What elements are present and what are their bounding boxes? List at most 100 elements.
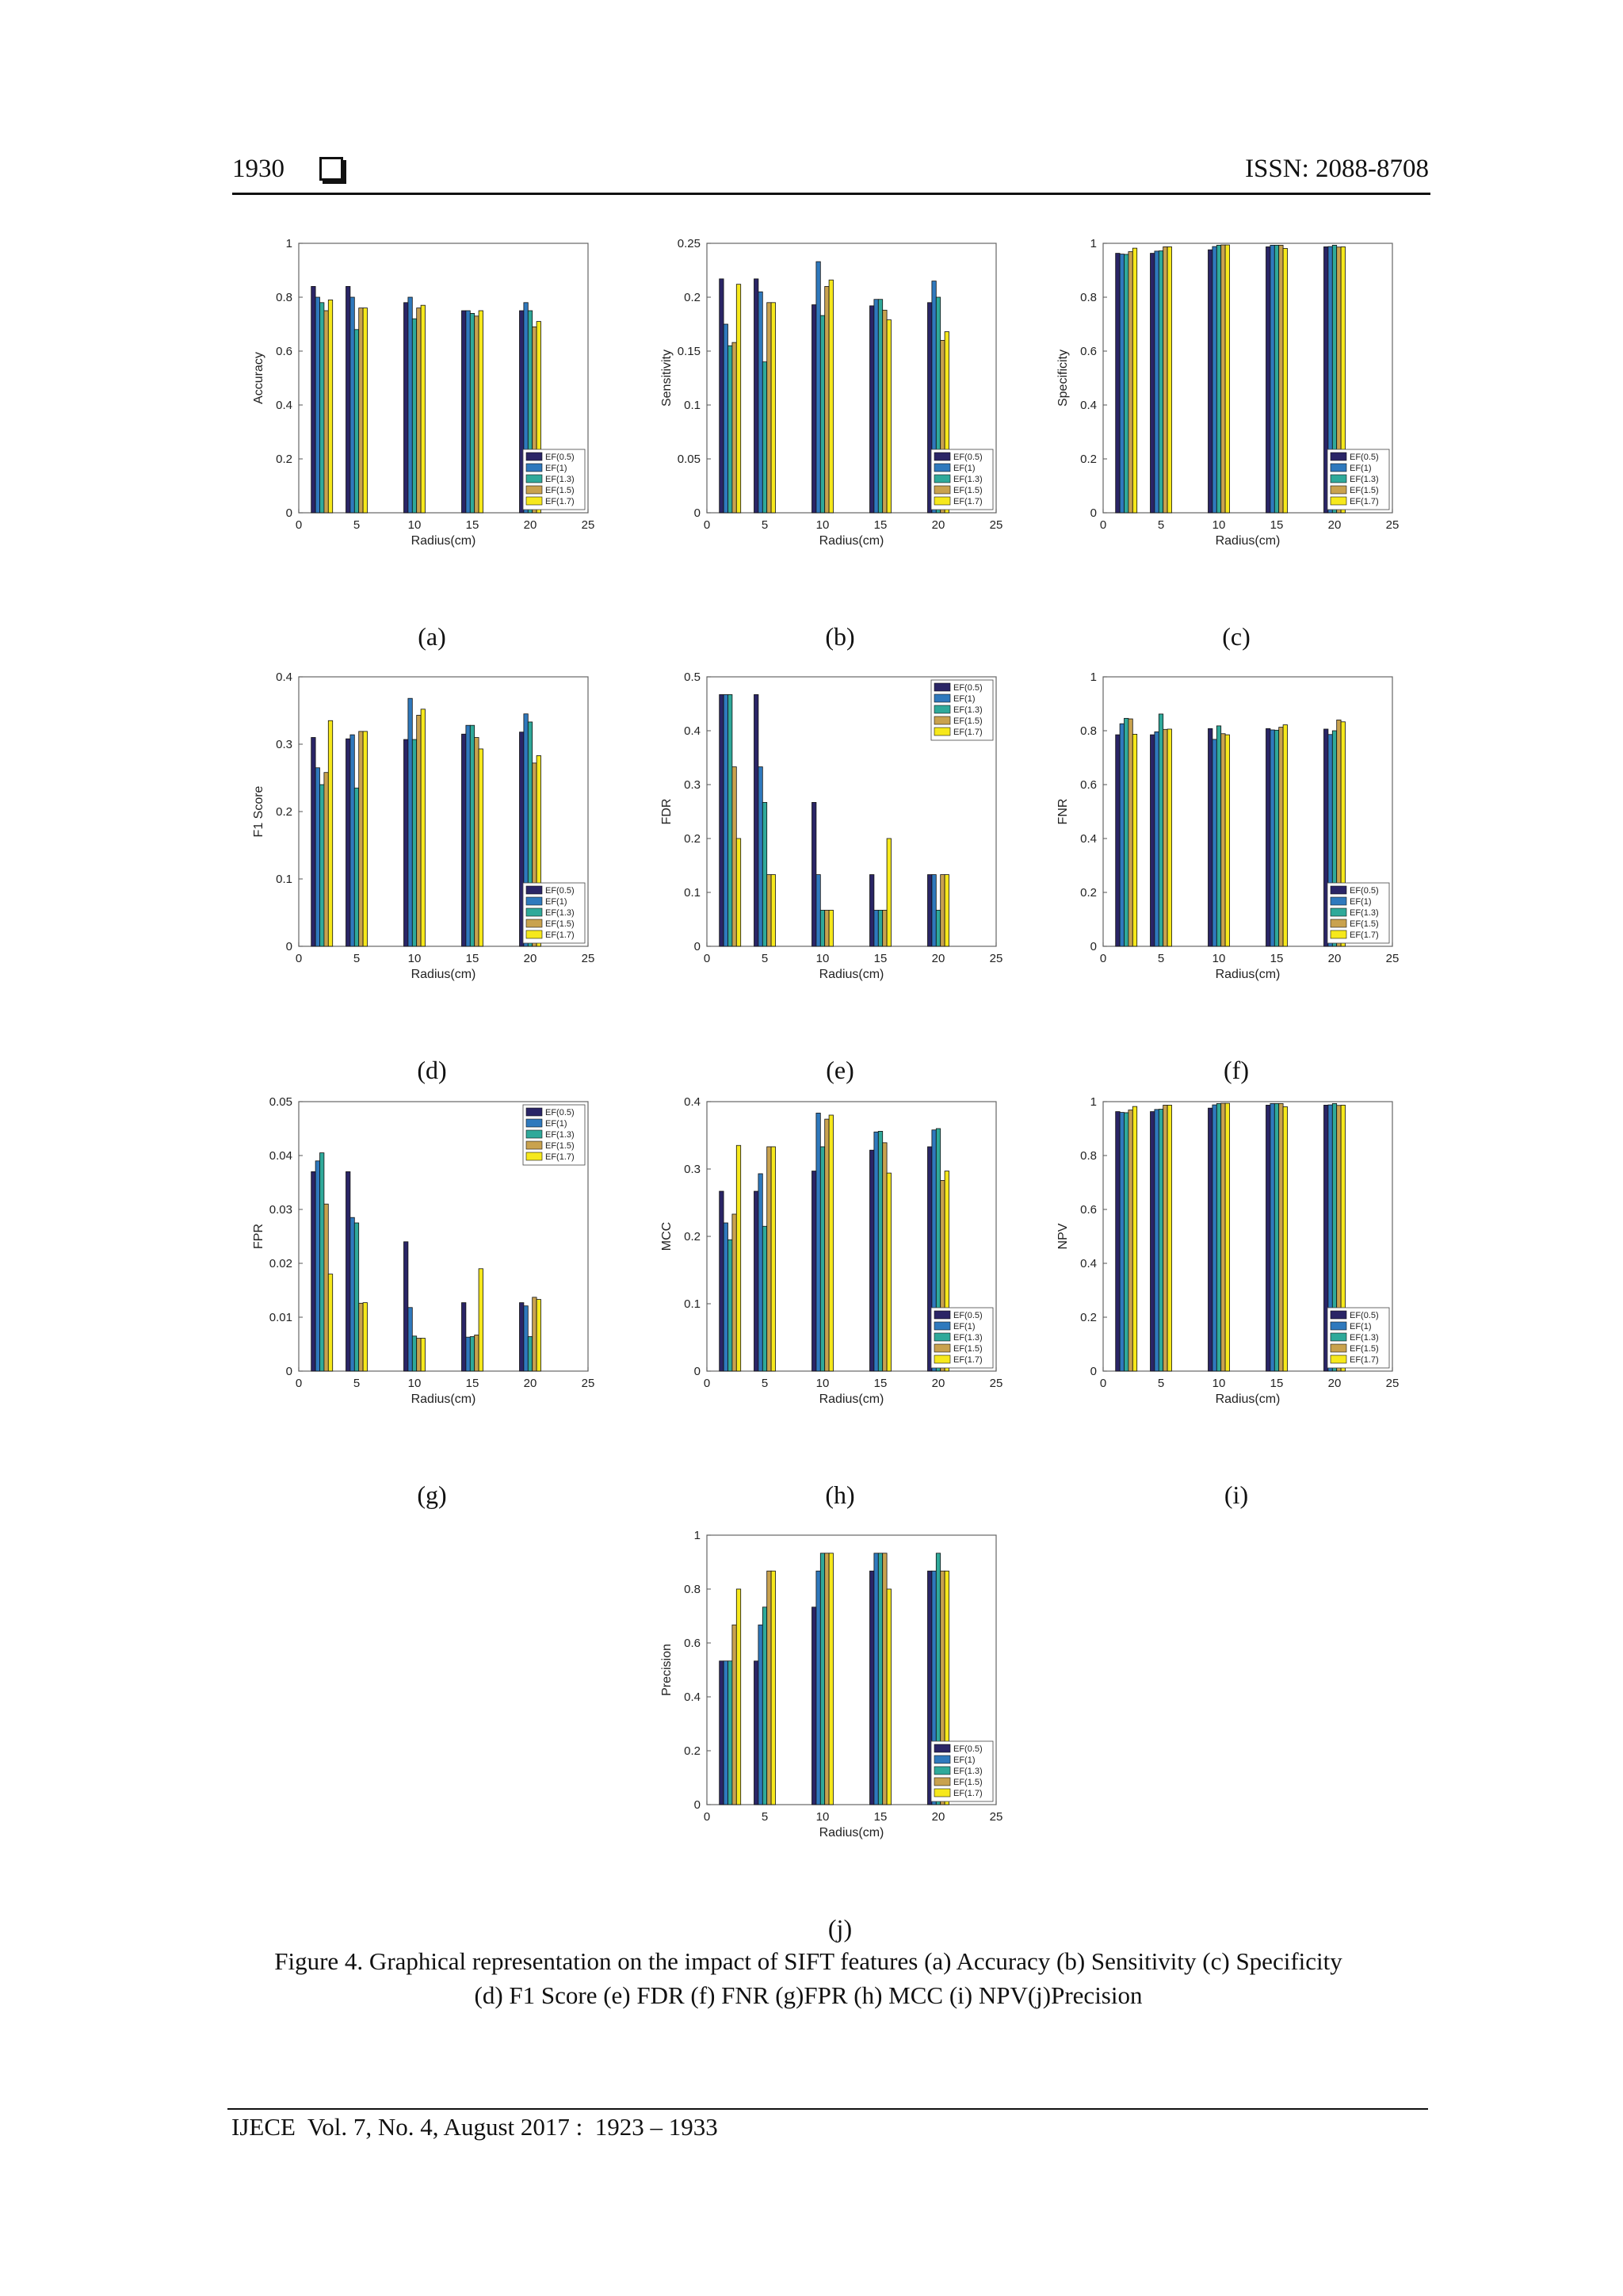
bar xyxy=(1270,1102,1275,1372)
x-tick-label: 5 xyxy=(353,518,360,532)
x-axis-label: Radius(cm) xyxy=(411,1392,476,1406)
legend-label: EF(1.3) xyxy=(953,1333,983,1343)
x-tick-label: 0 xyxy=(1100,952,1106,965)
bar xyxy=(877,1131,884,1372)
bar xyxy=(944,874,949,947)
y-tick-label: 0 xyxy=(1090,506,1097,520)
bar xyxy=(819,315,826,514)
bar xyxy=(1154,1109,1159,1372)
bar xyxy=(1154,250,1159,514)
y-tick-label: 0.2 xyxy=(276,453,292,466)
bar xyxy=(869,305,875,514)
bar xyxy=(461,310,467,514)
legend-label: EF(1.3) xyxy=(1350,1333,1379,1343)
x-tick-label: 20 xyxy=(932,1810,945,1824)
panel-label-b: (b) xyxy=(825,622,855,651)
bar xyxy=(1158,250,1164,514)
bar xyxy=(754,694,759,947)
bar xyxy=(766,1570,772,1805)
bar xyxy=(754,278,759,514)
bar xyxy=(1158,713,1164,947)
bar xyxy=(758,291,763,514)
legend-label: EF(1.5) xyxy=(1350,919,1379,929)
chart-panel-fnr: 0 0.2 0.4 0.6 0.8 1 0 5 10 15 20 25 Radius(cm) FNR EF(… xyxy=(1054,659,1419,1103)
bar xyxy=(1278,727,1284,947)
x-tick-label: 0 xyxy=(296,1377,302,1390)
bar xyxy=(877,1553,884,1805)
x-tick-label: 5 xyxy=(353,952,360,965)
x-tick-label: 15 xyxy=(1270,952,1284,965)
x-tick-label: 25 xyxy=(1386,1377,1400,1390)
y-tick-label: 0.8 xyxy=(684,1583,701,1596)
bar xyxy=(319,784,325,947)
legend-swatch xyxy=(934,474,951,483)
bar xyxy=(1150,734,1155,947)
bar xyxy=(1212,246,1217,514)
bar xyxy=(754,1660,759,1805)
bar xyxy=(770,874,776,947)
x-tick-label: 10 xyxy=(1212,518,1226,532)
legend-swatch xyxy=(525,896,543,906)
x-tick-label: 25 xyxy=(582,518,595,532)
bar xyxy=(824,286,830,514)
legend-swatch xyxy=(934,1788,951,1797)
bar xyxy=(828,279,834,514)
legend-swatch xyxy=(1330,1310,1347,1320)
bar xyxy=(1128,1110,1133,1372)
legend-label: EF(1) xyxy=(545,1119,567,1129)
bar xyxy=(735,838,742,947)
bar xyxy=(416,715,422,947)
page-number: 1930 xyxy=(232,155,285,183)
legend-swatch xyxy=(1330,485,1347,495)
y-tick-label: 0.8 xyxy=(1080,724,1097,738)
bar xyxy=(478,310,483,514)
bar xyxy=(723,694,728,947)
legend-swatch xyxy=(1330,930,1347,939)
bar xyxy=(815,1113,821,1372)
bar xyxy=(358,308,364,514)
bar xyxy=(403,1241,409,1372)
legend-swatch xyxy=(1330,919,1347,928)
x-tick-label: 0 xyxy=(1100,1377,1106,1390)
bar xyxy=(1282,248,1288,514)
y-axis-label: FNR xyxy=(1056,799,1070,825)
legend-swatch xyxy=(934,1777,951,1786)
chart-panel-specificity: 0 0.2 0.4 0.6 0.8 1 0 5 10 15 20 25 Radius(cm) Specif… xyxy=(1054,226,1419,670)
bar xyxy=(416,1338,422,1372)
x-tick-label: 10 xyxy=(816,952,830,965)
bar xyxy=(403,739,409,947)
legend-label: EF(1.7) xyxy=(953,728,983,737)
x-tick-label: 10 xyxy=(1212,952,1226,965)
legend-swatch xyxy=(525,1118,543,1128)
x-tick-label: 0 xyxy=(704,518,710,532)
y-axis-label: FDR xyxy=(660,799,674,825)
bar xyxy=(1128,718,1133,947)
bar xyxy=(311,1171,316,1372)
bar xyxy=(1167,728,1172,947)
bar xyxy=(873,1131,879,1372)
bar xyxy=(762,1225,768,1372)
x-axis-label: Radius(cm) xyxy=(411,968,476,981)
x-tick-label: 20 xyxy=(524,952,537,965)
legend-label: EF(1) xyxy=(545,464,567,473)
bar xyxy=(469,1336,475,1372)
legend-swatch xyxy=(525,463,543,472)
legend-swatch xyxy=(525,1107,543,1117)
bar xyxy=(886,838,892,947)
bar xyxy=(536,1299,541,1372)
bar xyxy=(1163,246,1168,514)
bar xyxy=(346,286,351,514)
y-tick-label: 0.6 xyxy=(684,1637,701,1650)
f1-score-chart: 0 0.1 0.2 0.3 0.4 0 5 10 15 20 25 Radius(cm) F1 Scor… xyxy=(252,670,594,981)
bar xyxy=(353,787,360,947)
bar xyxy=(927,874,933,947)
y-axis-label: F1 Score xyxy=(252,785,265,837)
y-tick-label: 0.8 xyxy=(1080,1149,1097,1163)
legend-swatch xyxy=(934,693,951,703)
legend-swatch xyxy=(934,727,951,736)
bar xyxy=(935,910,941,947)
bar xyxy=(349,296,355,514)
bar xyxy=(1124,717,1129,947)
bar xyxy=(869,1149,875,1372)
legend-swatch xyxy=(525,1129,543,1139)
